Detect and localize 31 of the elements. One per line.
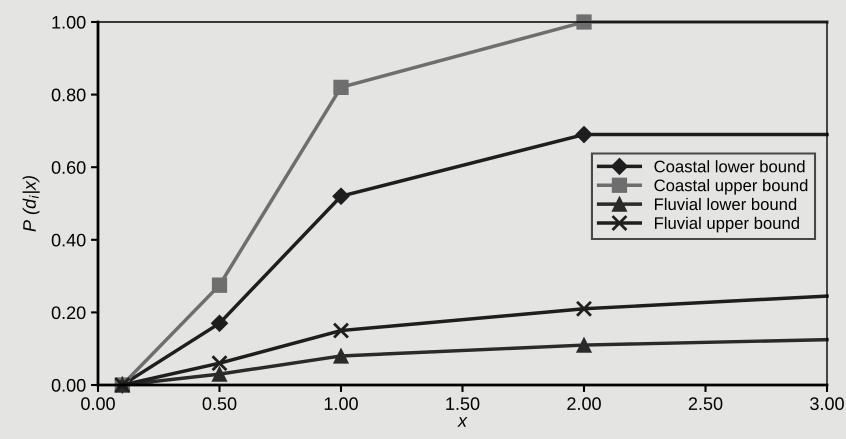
point xyxy=(212,278,228,293)
point xyxy=(211,354,228,372)
x-tick-label: 2.00 xyxy=(567,397,601,410)
legend-label: Coastal lower bound xyxy=(654,160,804,172)
point xyxy=(210,314,228,332)
point xyxy=(575,126,593,144)
y-axis-title: P (d$_{i}$|x) xyxy=(22,176,40,232)
point xyxy=(576,14,592,30)
y-tick-label: 0.00 xyxy=(52,378,86,392)
x-tick-label: 0.00 xyxy=(81,397,115,410)
legend-label: Fluvial lower bound xyxy=(654,198,796,210)
x-tick-label: 1.00 xyxy=(324,397,358,410)
y-tick-label: 0.20 xyxy=(52,306,86,320)
y-tick-label: 1.00 xyxy=(52,16,86,29)
y-tick-label: 0.40 xyxy=(52,234,86,247)
point xyxy=(332,188,350,205)
point xyxy=(333,348,349,364)
x-axis-title: x xyxy=(457,417,468,427)
x-tick-label: 1.50 xyxy=(446,397,480,410)
x-tick-label: 3.00 xyxy=(810,397,844,410)
point xyxy=(576,337,592,353)
point xyxy=(576,300,592,318)
y-tick-label: 0.80 xyxy=(52,88,86,102)
legend-label: Coastal upper bound xyxy=(654,179,808,195)
legend-label: Fluvial upper bound xyxy=(654,216,799,232)
point xyxy=(333,80,349,95)
y-tick-label: 0.60 xyxy=(52,161,86,174)
x-tick-label: 0.50 xyxy=(202,397,236,410)
point xyxy=(212,366,228,382)
point xyxy=(332,322,350,339)
x-tick-label: 2.50 xyxy=(688,397,722,410)
